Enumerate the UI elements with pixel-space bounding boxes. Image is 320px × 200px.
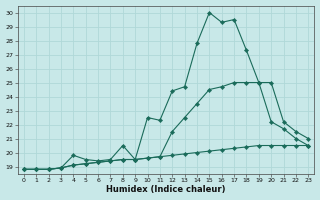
X-axis label: Humidex (Indice chaleur): Humidex (Indice chaleur) xyxy=(106,185,226,194)
